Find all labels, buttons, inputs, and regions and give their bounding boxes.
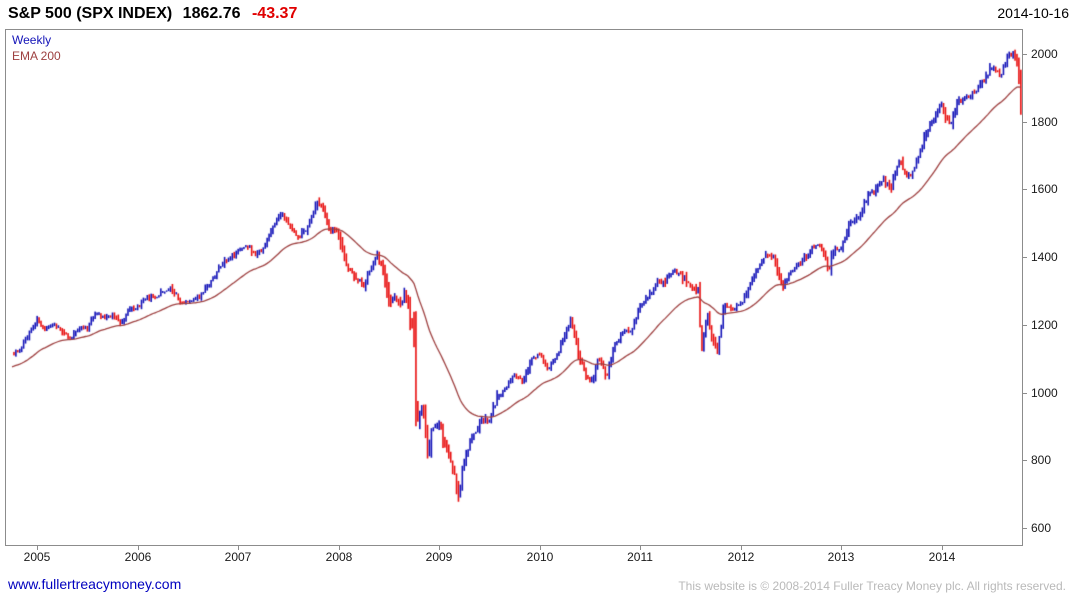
chart-legend: Weekly EMA 200: [12, 32, 61, 64]
y-axis-label: 1800: [1031, 115, 1058, 129]
y-axis-label: 800: [1031, 453, 1052, 467]
price-change: -43.37: [251, 5, 298, 22]
x-axis-tick: [339, 546, 340, 550]
last-price: 1862.76: [182, 5, 241, 22]
y-axis-label: 1600: [1031, 182, 1058, 196]
x-axis-label: 2007: [224, 550, 252, 564]
x-axis-tick: [138, 546, 139, 550]
x-axis-tick: [741, 546, 742, 550]
x-axis-label: 2013: [827, 550, 855, 564]
price-chart-canvas: [6, 30, 1022, 545]
x-axis-label: 2009: [425, 550, 453, 564]
copyright-text: This website is © 2008-2014 Fuller Treac…: [678, 579, 1066, 593]
x-axis-tick: [640, 546, 641, 550]
x-axis-label: 2010: [526, 550, 554, 564]
x-axis-tick: [841, 546, 842, 550]
y-axis-tick: [1022, 257, 1027, 258]
x-axis-label: 2014: [928, 550, 956, 564]
title-area: S&P 500 (SPX INDEX) 1862.76 -43.37: [8, 5, 297, 23]
y-axis-tick: [1022, 54, 1027, 55]
y-axis-label: 1000: [1031, 386, 1058, 400]
x-axis-tick: [942, 546, 943, 550]
x-axis-tick: [439, 546, 440, 550]
y-axis-tick: [1022, 393, 1027, 394]
x-axis-label: 2008: [325, 550, 353, 564]
y-axis-label: 1200: [1031, 318, 1058, 332]
legend-weekly-label: Weekly: [12, 33, 52, 47]
chart-header: S&P 500 (SPX INDEX) 1862.76 -43.37 2014-…: [8, 5, 1069, 23]
x-axis: 2005 2006 2007 2008 2009 2010 2011 2012 2013 2014: [6, 546, 1022, 566]
x-axis-tick: [540, 546, 541, 550]
y-axis-tick: [1022, 325, 1027, 326]
plot-area: Weekly EMA 200: [5, 29, 1023, 546]
chart-date: 2014-10-16: [997, 5, 1069, 21]
y-axis-label: 600: [1031, 521, 1052, 535]
x-axis-tick: [37, 546, 38, 550]
y-axis: 600 800 1000 1200 1400 1600 1800 2000: [1022, 30, 1075, 547]
x-axis-label: 2012: [727, 550, 755, 564]
y-axis-tick: [1022, 122, 1027, 123]
legend-ema-label: EMA 200: [12, 49, 61, 63]
chart-title: S&P 500 (SPX INDEX): [8, 5, 173, 22]
y-axis-tick: [1022, 189, 1027, 190]
y-axis-label: 1400: [1031, 250, 1058, 264]
y-axis-tick: [1022, 460, 1027, 461]
x-axis-label: 2006: [124, 550, 152, 564]
website-link[interactable]: www.fullertreacymoney.com: [8, 576, 182, 592]
y-axis-tick: [1022, 528, 1027, 529]
x-axis-tick: [238, 546, 239, 550]
y-axis-label: 2000: [1031, 47, 1058, 61]
x-axis-label: 2005: [23, 550, 51, 564]
x-axis-label: 2011: [627, 550, 653, 564]
